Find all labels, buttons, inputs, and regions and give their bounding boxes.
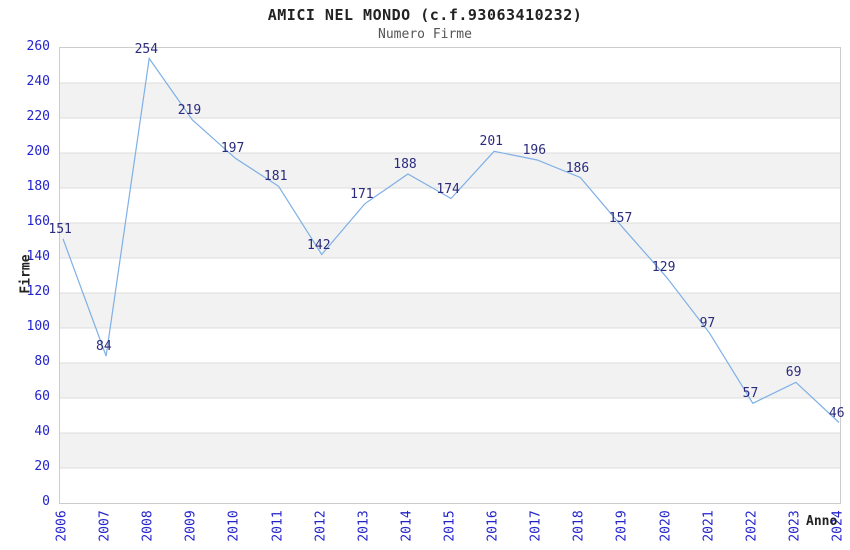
- x-tick-label: 2013: [356, 510, 372, 542]
- data-point-label: 46: [828, 405, 845, 421]
- x-tick-label: 2019: [614, 510, 630, 542]
- line-series-svg: [60, 56, 840, 469]
- x-tick-label: 2018: [571, 510, 587, 542]
- y-tick-label: 200: [26, 144, 50, 159]
- data-point-label: 157: [608, 211, 633, 227]
- y-tick-label: 220: [26, 109, 50, 124]
- x-tick-label: 2015: [442, 510, 458, 542]
- data-point-label: 151: [48, 221, 72, 237]
- y-tick-label: 160: [26, 214, 50, 229]
- y-tick-label: 80: [34, 354, 50, 369]
- y-tick-label: 120: [26, 284, 50, 299]
- y-tick-label: 140: [26, 249, 50, 264]
- data-point-label: 186: [565, 160, 590, 176]
- x-tick-label: 2007: [97, 510, 113, 542]
- data-point-label: 188: [393, 157, 417, 172]
- data-point-label: 254: [134, 41, 159, 57]
- data-point-label: 197: [220, 141, 245, 157]
- y-tick-label: 0: [42, 494, 50, 509]
- x-tick-label: 2006: [54, 510, 70, 542]
- data-point-label: 181: [263, 169, 288, 185]
- data-point-label: 97: [699, 316, 716, 332]
- x-tick-label: 2009: [183, 510, 199, 542]
- data-point-label: 142: [307, 237, 331, 253]
- y-tick-label: 100: [26, 319, 50, 334]
- x-tick-label: 2010: [226, 510, 242, 542]
- chart-title: AMICI NEL MONDO (c.f.93063410232): [267, 6, 583, 24]
- y-tick-label: 60: [34, 389, 50, 404]
- x-tick-label: 2023: [787, 510, 803, 542]
- y-tick-label: 260: [26, 39, 50, 54]
- data-point-label: 57: [742, 386, 759, 402]
- x-tick-label: 2020: [658, 510, 674, 542]
- y-axis-title: Firme: [18, 254, 34, 294]
- x-tick-label: 2012: [313, 510, 329, 542]
- series-line: [62, 56, 840, 423]
- data-point-label: 196: [522, 143, 547, 158]
- x-tick-label: 2014: [399, 510, 415, 542]
- data-point-label: 171: [350, 186, 374, 202]
- x-tick-label: 2016: [485, 510, 501, 542]
- data-point-label: 69: [785, 365, 802, 381]
- x-tick-label: 2022: [744, 510, 760, 542]
- data-point-label: 129: [651, 260, 676, 276]
- data-point-label: 84: [96, 339, 112, 354]
- x-tick-label: 2011: [270, 510, 286, 542]
- data-point-label: 201: [479, 134, 503, 150]
- y-tick-label: 40: [34, 424, 50, 439]
- plot-area: [59, 47, 841, 504]
- x-tick-label: 2008: [140, 510, 156, 542]
- y-tick-label: 180: [26, 179, 50, 194]
- data-point-label: 174: [436, 181, 460, 197]
- y-tick-label: 20: [34, 459, 50, 474]
- y-tick-label: 240: [26, 74, 50, 89]
- x-axis-title: Anno: [806, 514, 838, 529]
- data-point-label: 219: [177, 102, 202, 118]
- chart-subtitle: Numero Firme: [378, 27, 472, 42]
- x-tick-label: 2021: [701, 510, 717, 542]
- x-tick-label: 2017: [528, 510, 544, 542]
